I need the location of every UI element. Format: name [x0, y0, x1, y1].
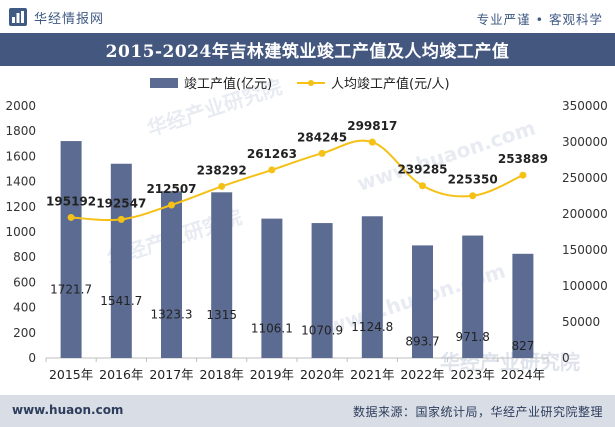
- bar-value-label: 1070.9: [301, 324, 343, 338]
- bar: [110, 163, 132, 358]
- bar: [512, 253, 534, 358]
- bar-value-label: 1323.3: [151, 308, 193, 322]
- y-right-tick-label: 350000: [562, 99, 608, 113]
- y-left-tick-label: 0: [28, 351, 36, 365]
- line-value-label: 253889: [498, 152, 548, 166]
- bar-chart-icon: [9, 8, 27, 26]
- line-point: [218, 182, 226, 190]
- y-left-tick-label: 800: [13, 250, 36, 264]
- x-tick-label: 2023年: [451, 367, 495, 382]
- y-left-tick-label: 600: [13, 275, 36, 289]
- bar: [261, 218, 283, 358]
- bar: [161, 191, 182, 358]
- slogan: 专业严谨 • 客观科学: [476, 12, 603, 27]
- y-left-tick-label: 1200: [5, 200, 36, 214]
- bar: [311, 223, 333, 358]
- title-bar: 2015-2024年吉林建筑业竣工产值及人均竣工产值: [0, 33, 615, 66]
- x-tick-label: 2024年: [501, 367, 545, 382]
- line-value-label: 195192: [46, 194, 96, 208]
- y-right-tick-label: 200000: [562, 207, 608, 221]
- line-point: [67, 213, 75, 221]
- y-right-tick-label: 0: [562, 351, 570, 365]
- line-point: [117, 215, 125, 223]
- footer: www.huaon.com 数据来源：国家统计局，华经产业研究院整理: [0, 395, 615, 427]
- line-point: [168, 201, 175, 209]
- line-value-label: 238292: [197, 163, 247, 177]
- y-left-tick-label: 200: [13, 326, 36, 340]
- bar-value-label: 1721.7: [50, 283, 92, 297]
- x-tick-label: 2020年: [300, 367, 344, 382]
- bar-value-label: 827: [511, 339, 534, 353]
- y-right-tick-label: 250000: [562, 171, 608, 185]
- line-point: [519, 171, 527, 179]
- y-left-tick-label: 400: [13, 301, 36, 315]
- bar-value-label: 1106.1: [251, 321, 293, 335]
- line-point: [318, 149, 326, 157]
- bar: [60, 141, 82, 358]
- website-link[interactable]: www.huaon.com: [12, 403, 124, 417]
- bar-value-label: 893.7: [405, 335, 439, 349]
- y-right-tick-label: 150000: [562, 243, 608, 257]
- y-right-tick-label: 100000: [562, 279, 608, 293]
- line-point: [368, 138, 376, 146]
- x-tick-label: 2019年: [250, 367, 294, 382]
- line-point: [419, 182, 426, 190]
- bar: [211, 192, 233, 358]
- brand-logo[interactable]: 华经情报网: [9, 7, 104, 27]
- line-point: [469, 192, 477, 200]
- legend-line-label: 人均竣工产值(元/人): [331, 76, 450, 92]
- x-tick-label: 2015年: [49, 367, 93, 382]
- bar-value-label: 1315: [206, 308, 237, 322]
- top-bar: 华经情报网 专业严谨 • 客观科学: [0, 0, 615, 33]
- brand-name: 华经情报网: [34, 11, 105, 27]
- line-point: [268, 166, 276, 174]
- bar: [462, 235, 484, 358]
- line-value-label: 212507: [146, 182, 196, 196]
- legend-bar-swatch: [150, 78, 178, 88]
- bar: [412, 245, 433, 358]
- bar-value-label: 1124.8: [351, 320, 393, 334]
- line-value-label: 225350: [448, 173, 498, 187]
- legend-line-marker: [308, 80, 314, 86]
- y-left-tick-label: 1800: [5, 124, 36, 138]
- y-left-tick-label: 1600: [5, 149, 36, 163]
- line-value-label: 192547: [96, 196, 146, 210]
- legend-bar-label: 竣工产值(亿元): [184, 76, 272, 92]
- x-tick-label: 2022年: [400, 367, 444, 382]
- x-tick-label: 2017年: [149, 367, 193, 382]
- source-note: 数据来源：国家统计局，华经产业研究院整理: [352, 405, 603, 419]
- line-value-label: 284245: [297, 130, 347, 144]
- bar: [361, 216, 383, 358]
- line-value-label: 261263: [247, 147, 297, 161]
- y-left-tick-label: 2000: [5, 99, 36, 113]
- x-tick-label: 2016年: [99, 367, 143, 382]
- y-right-tick-label: 300000: [562, 135, 608, 149]
- y-left-tick-label: 1000: [5, 225, 36, 239]
- line-value-label: 299817: [347, 119, 397, 133]
- bar-value-label: 1541.7: [100, 294, 142, 308]
- x-tick-label: 2021年: [350, 367, 394, 382]
- chart-title: 2015-2024年吉林建筑业竣工产值及人均竣工产值: [105, 42, 510, 62]
- bar-value-label: 971.8: [456, 330, 490, 344]
- line-series: [71, 139, 524, 222]
- line-value-label: 239285: [397, 163, 447, 177]
- y-left-tick-label: 1400: [5, 175, 36, 189]
- x-tick-label: 2018年: [200, 367, 244, 382]
- chart: 华经产业研究院www.huaon.com华经产业研究院www.huaon.com…: [5, 75, 608, 382]
- y-right-tick-label: 50000: [562, 315, 600, 329]
